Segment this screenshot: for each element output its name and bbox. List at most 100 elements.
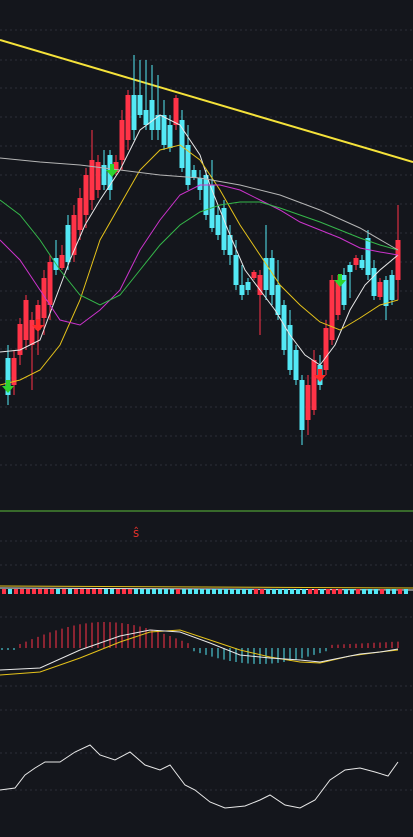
candle-body [227,235,233,255]
volume-bar [218,589,222,594]
volume-bar [296,589,300,594]
volume-bar [392,589,396,594]
candle-body [119,120,125,160]
candle-body [113,162,119,172]
ma-line-green [0,199,399,306]
candle-body [23,300,29,340]
candle-body [125,95,131,140]
volume-bar [356,589,360,594]
candle-body [179,120,185,168]
candle-body [59,255,65,268]
volume-bar [320,589,324,594]
volume-bar [350,589,354,594]
candle-body [5,358,11,395]
volume-bar [254,589,258,594]
volume-bar [20,589,24,594]
candle-body [191,170,197,178]
candle-body [173,98,179,125]
ma-line-yellow [0,144,399,386]
volume-bar [44,589,48,594]
volume-bar [290,589,294,594]
candle-body [185,145,191,185]
volume-bar [14,589,18,594]
volume-bar [344,589,348,594]
candle-body [245,282,251,290]
candle-body [389,275,395,300]
candle-body [359,260,365,268]
volume-bar [146,589,150,594]
candle-body [263,258,269,290]
candle-body [251,272,257,278]
candle-body [353,258,359,265]
volume-bar [188,589,192,594]
sell-arrow-icon [314,369,326,382]
candle-body [203,175,209,215]
candle-body [11,358,17,385]
volume-bar [68,589,72,594]
candle-body [131,95,137,130]
buy-arrow-icon [106,164,118,177]
volume-bar [338,589,342,594]
candle-body [269,258,275,295]
candle-body [215,215,221,235]
volume-bar [8,589,12,594]
ma-line-white [0,114,399,366]
volume-bar [206,589,210,594]
volume-bar [362,589,366,594]
volume-bar [368,589,372,594]
candle-body [395,240,401,280]
volume-bar [38,589,42,594]
volume-bar [164,589,168,594]
candle-body [341,275,347,305]
volume-bar [92,589,96,594]
volume-bar [374,589,378,594]
candle-body [281,305,287,350]
volume-bar [242,589,246,594]
candle-body [275,285,281,315]
candle-body [35,305,41,330]
candle-body [167,125,173,148]
volume-bar [224,589,228,594]
volume-bar [308,589,312,594]
oscillator-line [0,744,399,809]
candle-body [287,325,293,370]
volume-bar [116,589,120,594]
candle-body [371,268,377,296]
volume-bar [236,589,240,594]
volume-bar [194,589,198,594]
candle-body [233,255,239,285]
candle-body [221,208,227,250]
candle-body [161,115,167,145]
volume-bar [200,589,204,594]
volume-ma-line [0,585,413,589]
candle-body [83,175,89,215]
candle-body [65,225,71,262]
trend-line [0,39,413,163]
ma-line-grey [0,157,399,251]
volume-bar [152,589,156,594]
volume-bar [182,589,186,594]
volume-bar [62,589,66,594]
candle-body [17,324,23,355]
candle-body [299,380,305,430]
candle-body [383,280,389,306]
volume-bar [140,589,144,594]
volume-bar [26,589,30,594]
volume-bar [80,589,84,594]
candle-body [41,278,47,318]
volume-bar [2,589,6,594]
volume-bar [74,589,78,594]
volume-bar [134,589,138,594]
candle-body [77,198,83,230]
candle-body [311,360,317,410]
volume-bar [272,589,276,594]
candle-body [293,350,299,380]
candle-body [155,115,161,130]
volume-bar [104,589,108,594]
candle-body [323,328,329,370]
candle-body [89,160,95,200]
macd-signal-line [0,629,399,676]
volume-bar [386,589,390,594]
